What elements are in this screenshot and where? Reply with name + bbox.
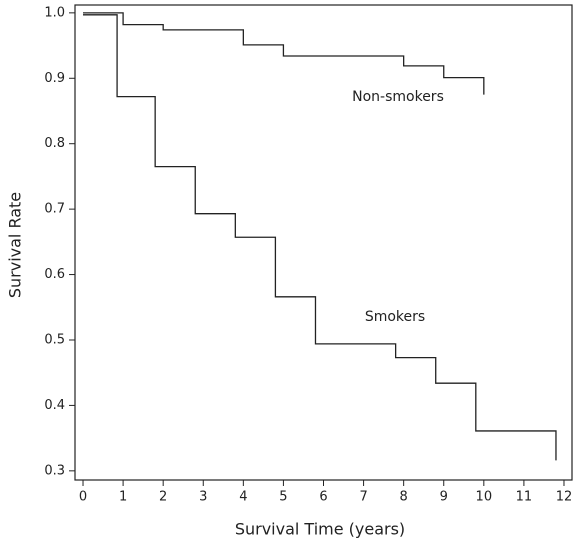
x-tick-label: 0 xyxy=(79,490,87,505)
x-tick-label: 6 xyxy=(319,490,327,505)
x-tick-label: 4 xyxy=(239,490,247,505)
survival-line xyxy=(83,14,557,461)
y-axis-title: Survival Rate xyxy=(6,192,25,298)
x-tick-label: 12 xyxy=(556,490,573,505)
x-tick-label: 8 xyxy=(400,490,408,505)
y-tick-label: 0.4 xyxy=(44,398,65,413)
y-tick-label: 0.5 xyxy=(44,332,65,347)
y-tick-label: 1.0 xyxy=(44,5,65,20)
x-tick-label: 9 xyxy=(440,490,448,505)
y-tick-label: 0.6 xyxy=(44,267,65,282)
x-tick-label: 11 xyxy=(516,490,533,505)
survival-line xyxy=(83,12,485,95)
series-label: Smokers xyxy=(365,309,425,325)
x-tick-label: 10 xyxy=(476,490,493,505)
x-axis-title: Survival Time (years) xyxy=(235,520,405,539)
x-tick-label: 1 xyxy=(119,490,127,505)
y-tick-label: 0.9 xyxy=(44,71,65,86)
x-tick-label: 3 xyxy=(199,490,207,505)
y-tick-label: 0.3 xyxy=(44,463,65,478)
y-tick-label: 0.8 xyxy=(44,136,65,151)
series-label: Non-smokers xyxy=(352,89,444,105)
y-tick-label: 0.7 xyxy=(44,202,65,217)
x-tick-label: 5 xyxy=(279,490,287,505)
plot-frame xyxy=(74,4,573,481)
x-tick-label: 7 xyxy=(359,490,367,505)
x-tick-label: 2 xyxy=(159,490,167,505)
